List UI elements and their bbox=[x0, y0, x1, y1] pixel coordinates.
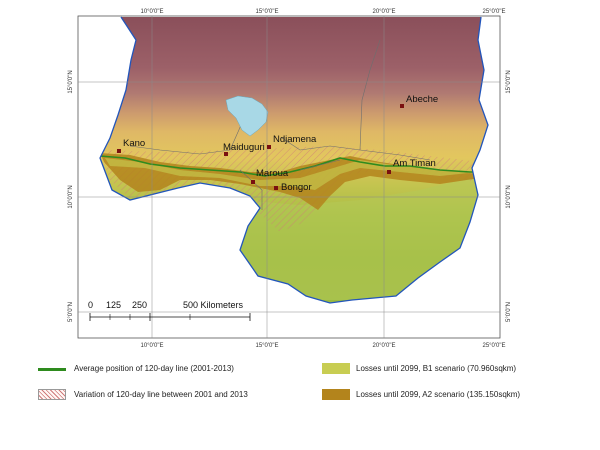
graticule-lines bbox=[78, 16, 500, 338]
city-maiduguri: Maiduguri bbox=[223, 142, 265, 156]
region-outline bbox=[99, 16, 489, 304]
grat-right-5n: 5°0'0"N bbox=[506, 302, 512, 322]
city-marker bbox=[274, 186, 278, 190]
grat-left-15n: 15°0'0"N bbox=[68, 70, 74, 93]
avg-120-day-line bbox=[100, 155, 482, 177]
city-ndjamena: Ndjamena bbox=[267, 134, 317, 149]
legend-label-b1: Losses until 2099, B1 scenario (70.960sq… bbox=[356, 364, 517, 373]
legend-label-a2: Losses until 2099, A2 scenario (135.150s… bbox=[356, 390, 521, 399]
city-label-am-timan: Am Timan bbox=[393, 158, 436, 169]
city-abeche: Abeche bbox=[400, 94, 438, 108]
city-marker bbox=[267, 145, 271, 149]
city-marker bbox=[117, 149, 121, 153]
legend-label-variation: Variation of 120-day line between 2001 a… bbox=[74, 390, 248, 399]
country-borders bbox=[129, 39, 431, 210]
grat-top-20e: 20°0'0"E bbox=[372, 9, 395, 15]
grat-right-15n: 15°0'0"N bbox=[506, 70, 512, 93]
scale-tick-0: 0 bbox=[88, 300, 93, 310]
grat-bottom-10e: 10°0'0"E bbox=[140, 343, 163, 349]
legend-swatch-a2 bbox=[322, 389, 350, 400]
grat-left-10n: 10°0'0"N bbox=[68, 185, 74, 208]
city-kano: Kano bbox=[117, 138, 145, 153]
city-marker bbox=[387, 170, 391, 174]
grat-top-15e: 15°0'0"E bbox=[255, 9, 278, 15]
city-label-abeche: Abeche bbox=[406, 94, 438, 105]
city-am-timan: Am Timan bbox=[387, 158, 436, 174]
city-marker bbox=[224, 152, 228, 156]
legend-label-avg-line: Average position of 120-day line (2001-2… bbox=[74, 364, 234, 373]
city-label-bongor: Bongor bbox=[281, 182, 312, 193]
scale-tick-125: 125 bbox=[106, 300, 121, 310]
grat-right-10n: 10°0'0"N bbox=[506, 185, 512, 208]
city-bongor: Bongor bbox=[274, 182, 312, 193]
scale-tick-500: 500 Kilometers bbox=[183, 300, 244, 310]
legend-swatch-variation bbox=[38, 389, 66, 400]
grat-top-10e: 10°0'0"E bbox=[140, 9, 163, 15]
lake-chad bbox=[225, 95, 269, 137]
city-label-kano: Kano bbox=[123, 138, 145, 149]
city-marker bbox=[400, 104, 404, 108]
city-label-maiduguri: Maiduguri bbox=[223, 142, 265, 153]
legend-swatch-b1 bbox=[322, 363, 350, 374]
scale-tick-250: 250 bbox=[132, 300, 147, 310]
grat-top-25e: 25°0'0"E bbox=[482, 9, 505, 15]
legend-swatch-avg-line bbox=[38, 368, 66, 371]
city-marker bbox=[251, 180, 255, 184]
grat-left-5n: 5°0'0"N bbox=[68, 302, 74, 322]
scale-bar: 0 125 250 500 Kilometers bbox=[88, 300, 251, 321]
city-maroua: Maroua bbox=[251, 168, 289, 184]
city-label-maroua: Maroua bbox=[256, 168, 289, 179]
grat-bottom-15e: 15°0'0"E bbox=[255, 343, 278, 349]
grat-bottom-25e: 25°0'0"E bbox=[482, 343, 505, 349]
city-label-ndjamena: Ndjamena bbox=[273, 134, 317, 145]
grat-bottom-20e: 20°0'0"E bbox=[372, 343, 395, 349]
